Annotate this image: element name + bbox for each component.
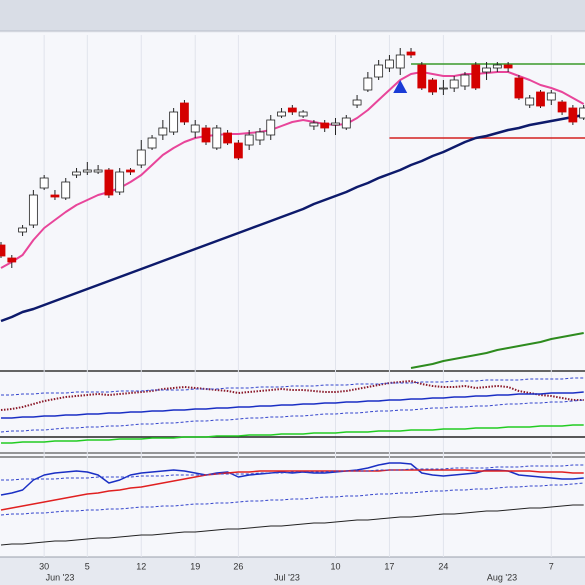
x-tick-label: 30 [39, 561, 49, 571]
candle-body [438, 87, 448, 90]
candle-body [395, 54, 405, 69]
candle-body [126, 169, 135, 173]
indicator-line [0, 380, 584, 411]
candle-body [536, 91, 545, 107]
candle-body [104, 169, 114, 196]
x-axis: 30 5 12 19 26 10 17 24 7 Jun '23 Jul '23 Aug '23 [39, 561, 554, 582]
candle-body [39, 177, 49, 189]
toolbar [0, 0, 585, 31]
candle-body [72, 171, 81, 176]
candle-body [147, 137, 157, 149]
candle-body [287, 107, 297, 113]
candle-body [546, 92, 556, 101]
candle-body [223, 132, 232, 144]
candle-body [7, 257, 17, 263]
candle-body [233, 142, 243, 159]
candle-body [428, 79, 438, 93]
candle-body [18, 227, 27, 233]
candle-body [298, 111, 308, 117]
candle-body [341, 117, 351, 129]
indicator-line [1, 391, 584, 419]
candle-body [482, 67, 491, 73]
candle-body [255, 131, 265, 141]
candle-body [514, 77, 524, 99]
candle-body [331, 122, 340, 126]
candle-body [503, 64, 513, 69]
candle-body [0, 244, 6, 257]
indicator-line [1, 377, 584, 396]
candle-body [93, 169, 103, 173]
indicator-line [0, 469, 584, 511]
indicator-panel [0, 377, 585, 444]
candle-body [158, 127, 168, 136]
x-axis-area [0, 557, 585, 585]
indicator-line [0, 504, 584, 546]
candle-body [385, 59, 394, 69]
indicator-line [410, 332, 584, 369]
candle-body [28, 194, 38, 226]
x-tick-label: 26 [233, 561, 243, 571]
candle-body [471, 64, 481, 89]
price-panel [0, 48, 585, 369]
x-tick-label: 12 [136, 561, 146, 571]
signal-marker [393, 80, 408, 93]
candle-body [180, 102, 189, 123]
candle-body [169, 111, 179, 133]
candle-body [309, 122, 319, 127]
candle-body [568, 107, 578, 123]
candle-body [190, 124, 200, 133]
x-month-label: Aug '23 [487, 572, 517, 582]
candle-body [460, 74, 470, 87]
x-tick-label: 24 [438, 561, 448, 571]
indicator-line [0, 113, 584, 323]
indicator-line [0, 399, 584, 433]
candle-body [352, 99, 362, 106]
candle-body [244, 134, 254, 146]
candle-body [115, 171, 125, 193]
candle-body [406, 51, 416, 56]
x-month-label: Jul '23 [274, 572, 300, 582]
indicator-line [0, 482, 584, 516]
x-tick-label: 19 [190, 561, 200, 571]
candle-body [557, 101, 567, 113]
candle-body [417, 64, 427, 89]
candle-body [212, 127, 222, 149]
candle-body [525, 97, 535, 106]
candle-body [201, 127, 211, 143]
x-month-label: Jun '23 [46, 572, 75, 582]
candle-body [266, 119, 276, 136]
candle-body [82, 169, 92, 173]
x-tick-label: 10 [330, 561, 340, 571]
grid [43, 35, 552, 557]
indicator-line [1, 424, 584, 444]
candle-body [492, 64, 502, 69]
candle-body [449, 79, 459, 89]
candle-body [136, 149, 146, 166]
indicator-line [1, 464, 584, 481]
candle-body [61, 181, 71, 199]
oscillator-panel [0, 462, 584, 546]
indicator-line [0, 462, 584, 496]
candle-body [320, 122, 330, 129]
candle-body [50, 194, 60, 198]
candle-body [363, 77, 373, 91]
candle-body [374, 64, 384, 78]
x-tick-label: 7 [549, 561, 554, 571]
x-tick-label: 17 [384, 561, 394, 571]
candle-body [579, 107, 585, 119]
candle-body [277, 111, 286, 117]
x-tick-label: 5 [85, 561, 90, 571]
